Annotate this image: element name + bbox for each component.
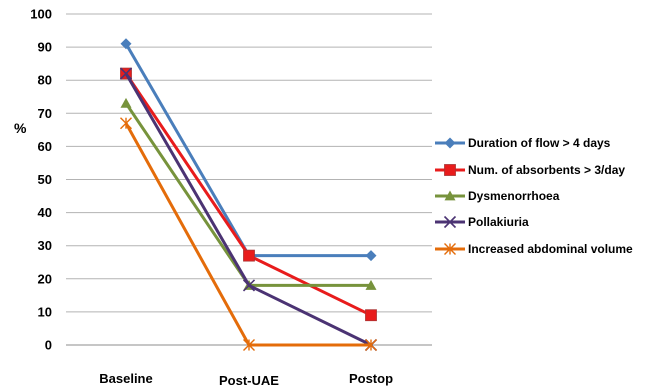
legend-label: Pollakiuria: [468, 215, 529, 229]
data-point: [243, 339, 255, 351]
y-tick-label: 10: [38, 304, 52, 319]
y-tick-label: 40: [38, 205, 52, 220]
gridlines: [66, 13, 432, 346]
legend-item: Increased abdominal volume: [435, 242, 633, 256]
data-point: [120, 117, 132, 130]
legend-label: Duration of flow > 4 days: [468, 136, 611, 150]
data-point: [365, 339, 377, 351]
legend-item: Dysmenorrhoea: [435, 189, 560, 203]
marker-stroke: [443, 215, 457, 229]
y-axis-ticks: 0 10 20 30 40 50 60 70 80 90 100: [30, 7, 52, 353]
legend-marker: [444, 190, 456, 201]
x-axis-categories: Baseline Post-UAE Postop: [99, 371, 393, 388]
legend-label: Num. of absorbents > 3/day: [468, 163, 625, 177]
series-4: [119, 67, 378, 352]
y-tick-label: 30: [38, 238, 52, 253]
data-point: [120, 38, 132, 50]
legend-marker: [443, 215, 457, 229]
legend-marker: [444, 164, 456, 176]
marker-stroke: [242, 279, 256, 292]
legend-item: Num. of absorbents > 3/day: [435, 163, 625, 177]
data-point: [365, 309, 377, 322]
data-point: [365, 279, 377, 290]
series-5: [120, 117, 377, 351]
series-line: [124, 72, 372, 347]
x-category-label: Post-UAE: [219, 373, 279, 388]
y-tick-label: 50: [38, 172, 52, 187]
legend-marker: [444, 137, 456, 149]
legend-label: Increased abdominal volume: [468, 242, 633, 256]
legend: Duration of flow > 4 days Num. of absorbe…: [435, 136, 633, 256]
data-point: [365, 250, 377, 262]
legend-label: Dysmenorrhoea: [468, 189, 560, 203]
y-tick-label: 0: [45, 338, 52, 353]
legend-marker: [444, 243, 456, 255]
y-tick-label: 80: [38, 73, 52, 88]
legend-item: Duration of flow > 4 days: [435, 136, 611, 150]
y-tick-label: 60: [38, 139, 52, 154]
y-tick-label: 90: [38, 40, 52, 55]
y-tick-label: 20: [38, 271, 52, 286]
marker-stroke: [119, 67, 133, 80]
x-category-label: Baseline: [99, 371, 152, 386]
y-tick-label: 70: [38, 106, 52, 121]
data-point: [243, 249, 255, 262]
data-point: [242, 279, 256, 292]
data-point: [119, 67, 133, 80]
series-line: [124, 43, 371, 258]
legend-item: Pollakiuria: [435, 215, 529, 229]
y-axis-label: %: [14, 120, 27, 136]
y-tick-label: 100: [30, 7, 52, 22]
data-point: [120, 97, 132, 108]
x-category-label: Postop: [349, 371, 393, 386]
series-group: [119, 38, 378, 352]
